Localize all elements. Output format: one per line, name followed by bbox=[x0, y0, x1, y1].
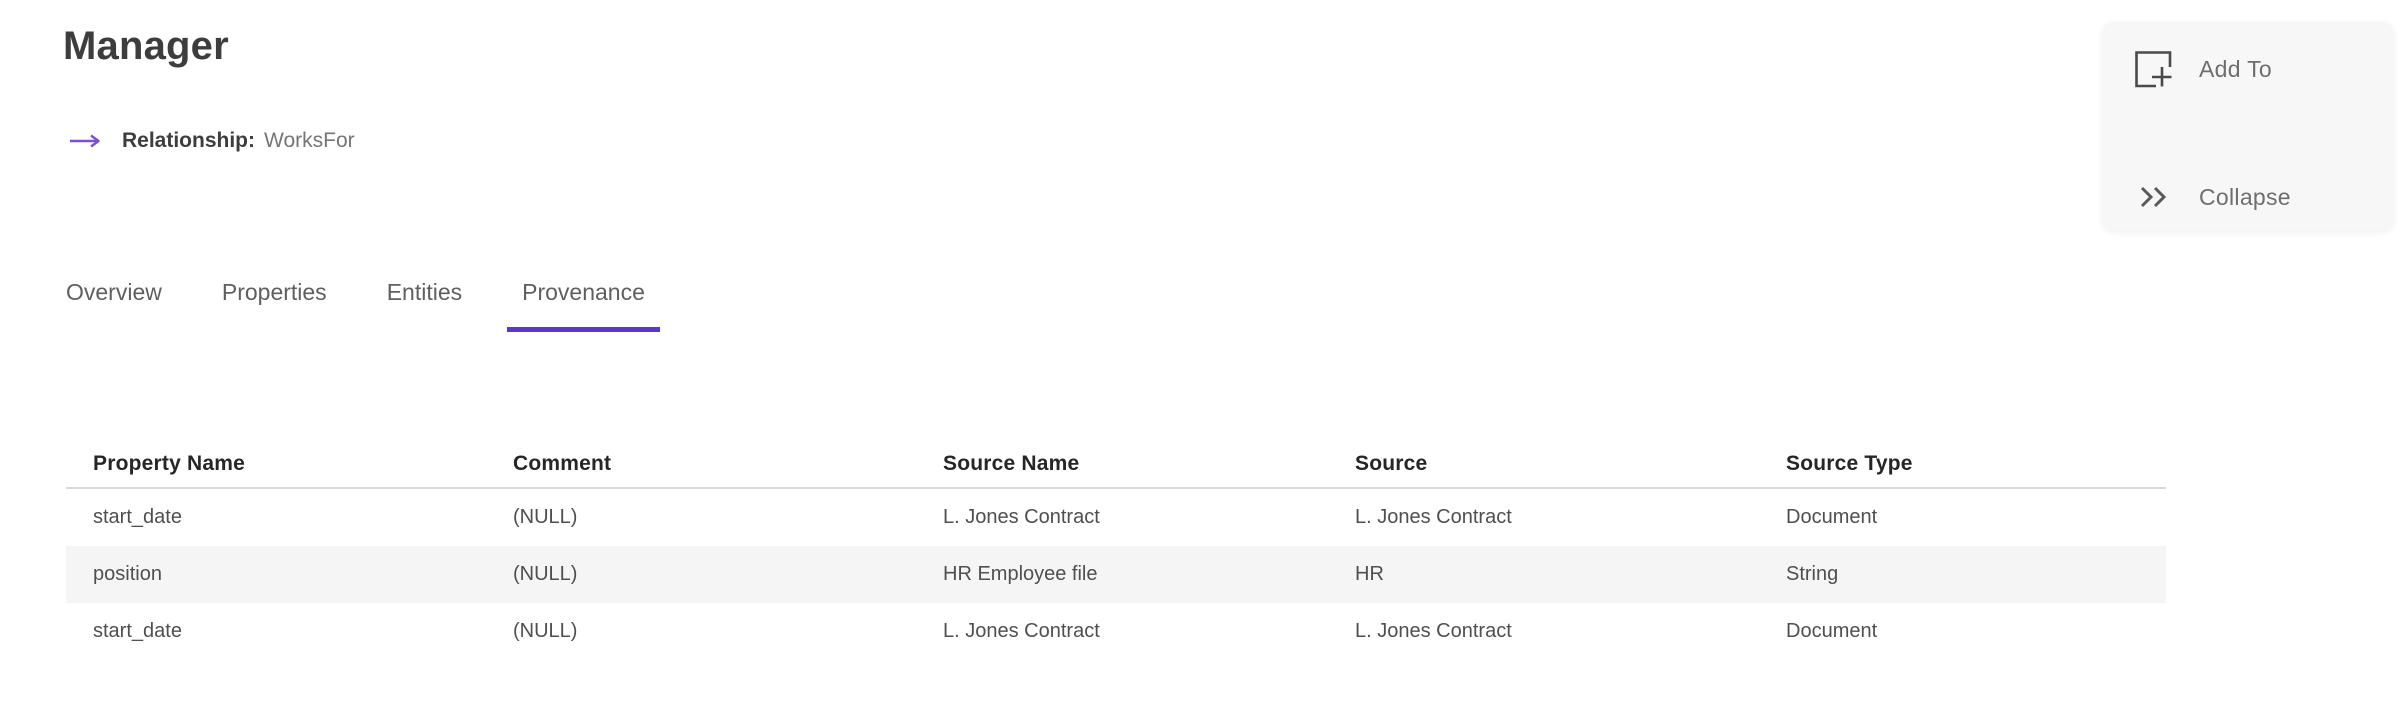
cell-source-type: String bbox=[1786, 563, 1839, 585]
relationship-value: WorksFor bbox=[264, 129, 355, 152]
cell-source: L. Jones Contract bbox=[1355, 506, 1512, 528]
right-arrow-icon bbox=[68, 132, 102, 150]
action-panel: Add To Collapse bbox=[2103, 22, 2393, 230]
add-to-button[interactable]: Add To bbox=[2133, 50, 2272, 88]
cell-comment: (NULL) bbox=[513, 563, 578, 585]
relationship-breadcrumb: Relationship: WorksFor bbox=[68, 129, 355, 153]
tab-bar: Overview Properties Entities Provenance bbox=[66, 278, 660, 332]
column-header-property-name: Property Name bbox=[66, 440, 513, 489]
cell-property-name: start_date bbox=[93, 506, 182, 528]
double-chevron-right-icon bbox=[2133, 185, 2199, 209]
column-header-source-type: Source Type bbox=[1786, 440, 2166, 489]
cell-source-name: L. Jones Contract bbox=[943, 506, 1100, 528]
table-row: position (NULL) HR Employee file HR Stri… bbox=[66, 546, 2166, 603]
table-row: start_date (NULL) L. Jones Contract L. J… bbox=[66, 488, 2166, 546]
tab-overview[interactable]: Overview bbox=[66, 279, 162, 305]
table-row: start_date (NULL) L. Jones Contract L. J… bbox=[66, 603, 2166, 660]
cell-property-name: position bbox=[93, 563, 162, 585]
relationship-label: Relationship: bbox=[122, 129, 256, 152]
column-header-source-name: Source Name bbox=[943, 440, 1355, 489]
collapse-label: Collapse bbox=[2199, 183, 2291, 210]
cell-property-name: start_date bbox=[93, 620, 182, 642]
provenance-table: Property Name Comment Source Name Source… bbox=[66, 440, 2166, 660]
collapse-button[interactable]: Collapse bbox=[2133, 182, 2291, 212]
tab-entities[interactable]: Entities bbox=[386, 279, 463, 305]
cell-source: HR bbox=[1355, 563, 1384, 585]
cell-source: L. Jones Contract bbox=[1355, 620, 1512, 642]
cell-comment: (NULL) bbox=[513, 620, 578, 642]
cell-source-type: Document bbox=[1786, 620, 1878, 642]
add-to-frame-icon bbox=[2133, 50, 2199, 88]
cell-source-name: HR Employee file bbox=[943, 563, 1098, 585]
cell-comment: (NULL) bbox=[513, 506, 578, 528]
table-header-row: Property Name Comment Source Name Source… bbox=[66, 440, 2166, 489]
tab-properties[interactable]: Properties bbox=[221, 279, 327, 305]
page-title: Manager bbox=[63, 24, 229, 68]
add-to-label: Add To bbox=[2199, 55, 2272, 82]
cell-source-name: L. Jones Contract bbox=[943, 620, 1100, 642]
tab-provenance[interactable]: Provenance bbox=[507, 278, 660, 332]
cell-source-type: Document bbox=[1786, 506, 1878, 528]
column-header-comment: Comment bbox=[513, 440, 943, 489]
column-header-source: Source bbox=[1355, 440, 1786, 489]
